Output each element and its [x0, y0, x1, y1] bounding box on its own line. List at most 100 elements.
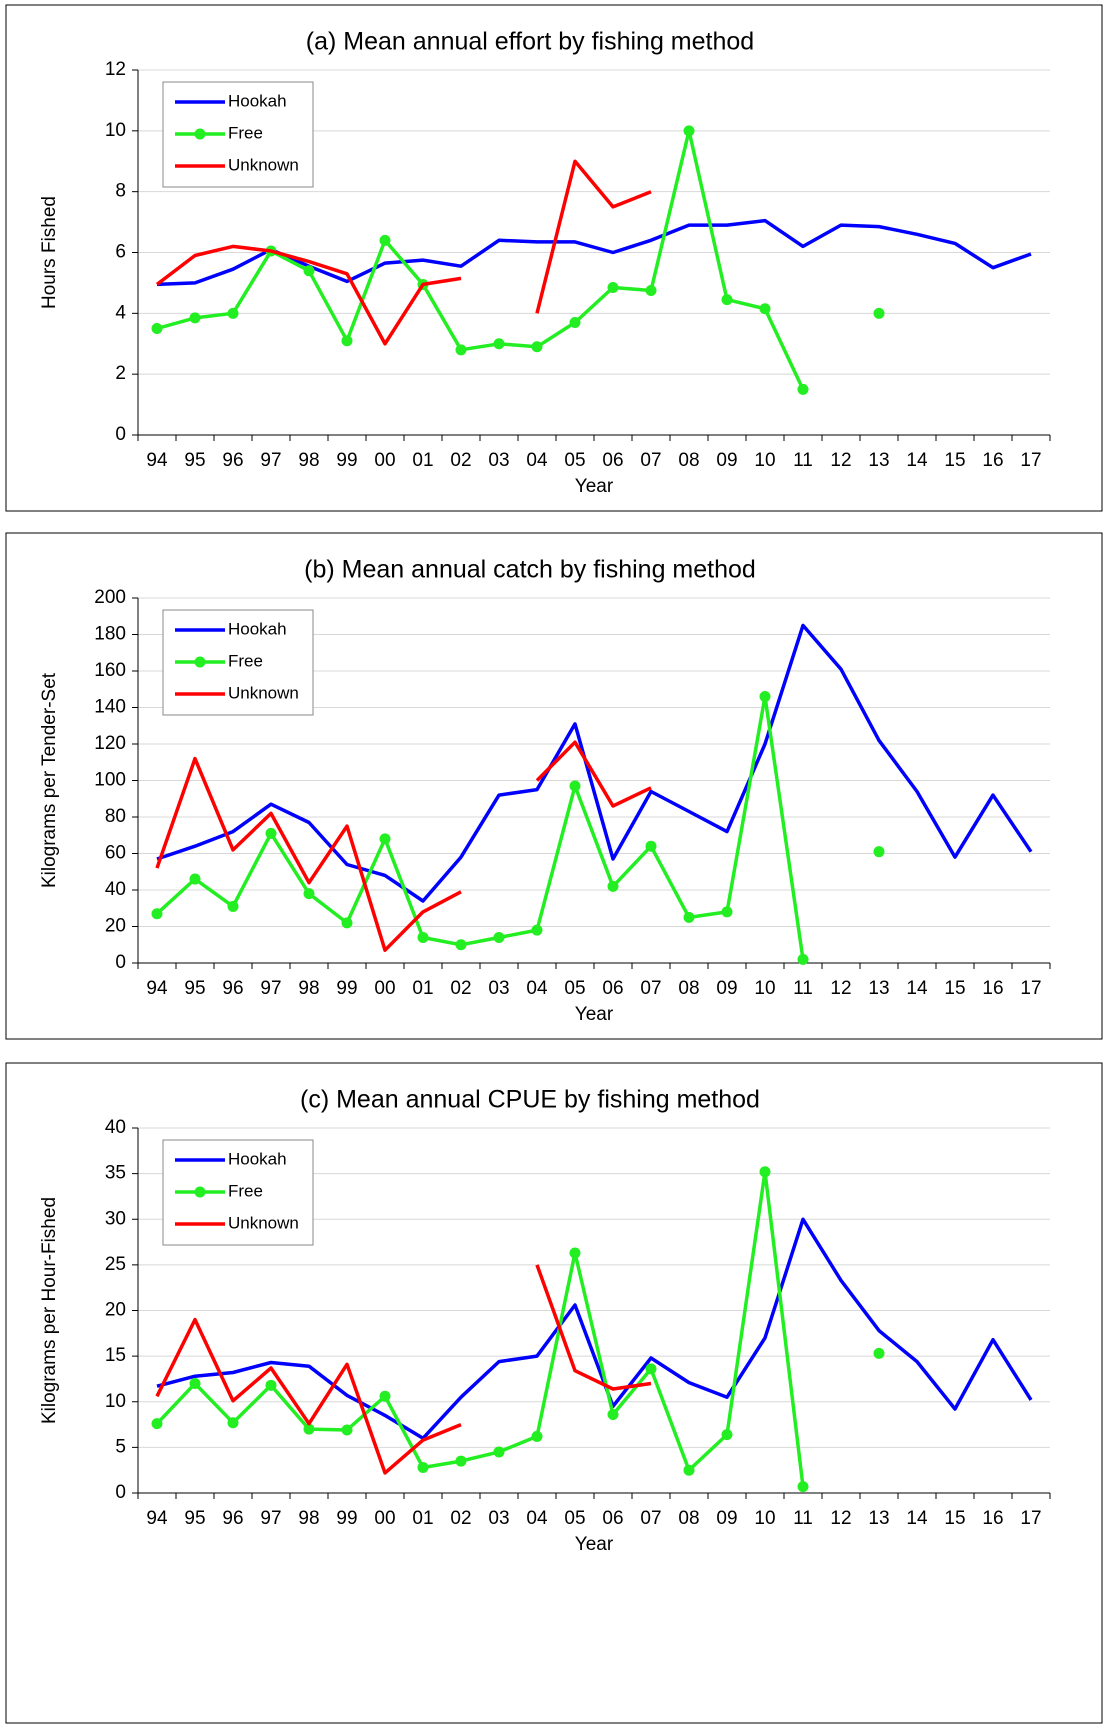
x-tick-label: 14	[906, 1508, 928, 1529]
x-tick-label: 01	[412, 1508, 433, 1529]
x-tick-label: 16	[982, 450, 1003, 471]
x-tick-label: 00	[374, 450, 395, 471]
x-tick-label: 17	[1020, 978, 1041, 999]
y-tick-label: 20	[105, 916, 126, 937]
series-line	[155, 1264, 652, 1475]
y-tick-label: 60	[105, 843, 126, 864]
series-marker	[493, 931, 505, 943]
x-tick-label: 99	[336, 450, 357, 471]
y-tick-label: 6	[115, 242, 126, 263]
x-tick-label: 96	[222, 978, 243, 999]
y-tick-label: 35	[105, 1163, 126, 1184]
legend-label: Hookah	[228, 91, 287, 110]
series-marker	[607, 880, 619, 892]
chart-title: (c) Mean annual CPUE by fishing method	[300, 1086, 760, 1114]
series-marker	[759, 303, 771, 315]
series-marker	[721, 294, 733, 306]
series-marker	[531, 1430, 543, 1442]
x-tick-label: 10	[754, 1508, 775, 1529]
y-tick-label: 100	[94, 770, 126, 791]
y-tick-label: 120	[94, 733, 126, 754]
series-marker	[493, 1446, 505, 1458]
chart-panel: (a) Mean annual effort by fishing method…	[5, 4, 1103, 512]
series-marker	[797, 1481, 809, 1493]
x-tick-label: 00	[374, 978, 395, 999]
x-tick-label: 00	[374, 1508, 395, 1529]
x-tick-label: 98	[298, 1508, 319, 1529]
series-marker	[417, 1461, 429, 1473]
x-tick-label: 94	[146, 1508, 168, 1529]
legend-label: Free	[228, 651, 263, 670]
series-line	[156, 218, 1032, 287]
x-tick-label: 94	[146, 978, 168, 999]
y-tick-label: 180	[94, 624, 126, 645]
x-tick-label: 96	[222, 450, 243, 471]
y-tick-label: 140	[94, 697, 126, 718]
x-tick-label: 13	[868, 978, 889, 999]
y-tick-label: 160	[94, 660, 126, 681]
y-tick-label: 40	[105, 1117, 126, 1138]
series-marker	[303, 265, 315, 277]
series-marker	[189, 1378, 201, 1389]
series-marker	[379, 234, 391, 246]
x-tick-label: 12	[830, 978, 851, 999]
x-tick-label: 04	[526, 1508, 548, 1529]
series-marker	[151, 908, 163, 920]
legend-marker	[194, 128, 206, 140]
x-tick-label: 04	[526, 978, 548, 999]
series-marker	[531, 924, 543, 936]
x-tick-label: 06	[602, 978, 623, 999]
series-line	[156, 623, 1033, 903]
x-axis-label: Year	[575, 1534, 614, 1555]
x-tick-label: 97	[260, 978, 281, 999]
series-marker	[683, 911, 695, 923]
y-tick-label: 12	[105, 59, 126, 80]
series-marker	[455, 344, 467, 356]
y-tick-label: 30	[105, 1208, 126, 1229]
series-marker	[151, 1418, 163, 1430]
legend-marker	[194, 656, 206, 668]
x-tick-label: 15	[944, 1508, 965, 1529]
series-marker	[303, 888, 315, 900]
series-marker	[683, 125, 695, 137]
x-tick-label: 08	[678, 450, 699, 471]
series-marker	[645, 1363, 657, 1375]
y-tick-label: 0	[115, 424, 126, 445]
series-marker	[189, 312, 201, 324]
y-tick-label: 80	[105, 806, 126, 827]
y-tick-label: 25	[105, 1254, 126, 1275]
y-tick-label: 4	[115, 302, 126, 323]
series-marker	[873, 307, 885, 319]
y-tick-label: 10	[105, 120, 126, 141]
series-marker	[341, 1424, 353, 1436]
x-tick-label: 10	[754, 450, 775, 471]
series-marker	[379, 1390, 391, 1402]
series-line	[155, 740, 652, 952]
x-tick-label: 11	[793, 978, 813, 999]
x-axis-label: Year	[575, 1004, 614, 1025]
series-line	[156, 1217, 1033, 1441]
y-tick-label: 8	[115, 181, 126, 202]
series-marker	[265, 827, 277, 839]
series-marker	[455, 1455, 467, 1467]
x-tick-label: 13	[868, 450, 889, 471]
legend-label: Unknown	[228, 155, 299, 174]
x-tick-label: 16	[982, 1508, 1003, 1529]
x-tick-label: 15	[944, 450, 965, 471]
x-tick-label: 05	[564, 1508, 585, 1529]
series-marker	[227, 900, 239, 912]
x-tick-label: 98	[298, 978, 319, 999]
series-marker	[341, 917, 353, 929]
series-marker	[227, 1417, 239, 1429]
x-tick-label: 15	[944, 978, 965, 999]
x-tick-label: 06	[602, 1508, 623, 1529]
series-marker	[645, 285, 657, 297]
x-tick-label: 02	[450, 450, 471, 471]
x-tick-label: 99	[336, 1508, 357, 1529]
x-tick-label: 06	[602, 450, 623, 471]
x-tick-label: 95	[184, 1508, 205, 1529]
y-tick-label: 0	[115, 1482, 126, 1503]
series-marker	[303, 1423, 315, 1435]
y-tick-label: 5	[115, 1436, 126, 1457]
